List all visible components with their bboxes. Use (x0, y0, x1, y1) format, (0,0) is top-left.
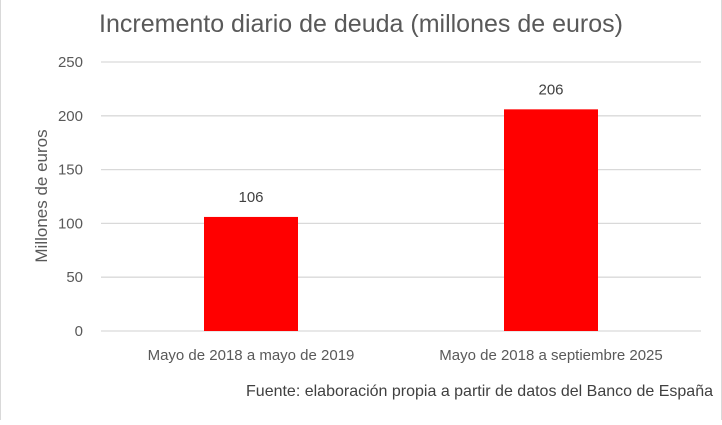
y-tick-label: 250 (58, 54, 83, 71)
data-label: 206 (538, 81, 563, 98)
bar (204, 216, 298, 331)
x-category-label: Mayo de 2018 a septiembre 2025 (439, 347, 662, 364)
chart-title: Incremento diario de deuda (millones de … (99, 10, 623, 38)
x-category-label: Mayo de 2018 a mayo de 2019 (148, 347, 355, 364)
y-tick-label: 200 (58, 108, 83, 125)
bar (504, 109, 598, 332)
y-tick-label: 150 (58, 162, 83, 179)
y-tick-label: 0 (75, 323, 83, 340)
source-note: Fuente: elaboración propia a partir de d… (246, 383, 713, 400)
data-label: 106 (238, 189, 263, 206)
y-tick-label: 100 (58, 215, 83, 232)
y-tick-label: 50 (66, 269, 83, 286)
y-axis-label: Millones de euros (32, 129, 51, 262)
